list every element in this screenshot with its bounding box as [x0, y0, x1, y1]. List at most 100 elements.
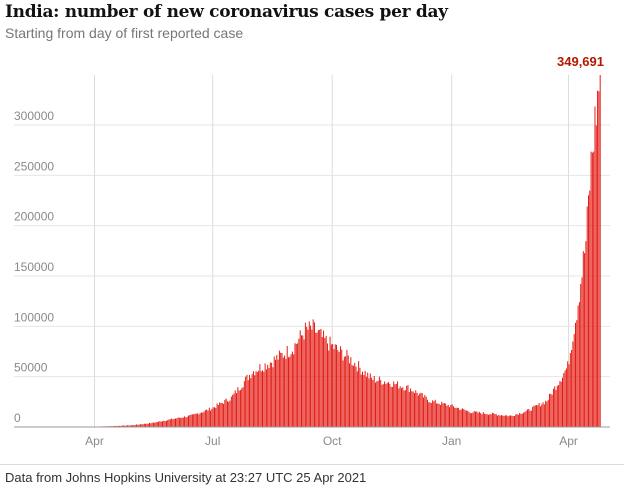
bar — [299, 330, 301, 427]
bar — [395, 383, 397, 427]
bar — [481, 414, 483, 427]
bar — [264, 363, 266, 427]
bar — [577, 305, 579, 427]
bar — [202, 412, 204, 427]
x-tick-label: Oct — [323, 434, 342, 448]
bar — [356, 371, 358, 427]
bar — [339, 346, 341, 427]
bar — [321, 336, 323, 427]
bar — [245, 376, 247, 427]
bar — [364, 371, 366, 427]
bar — [323, 330, 325, 427]
bar — [480, 413, 482, 427]
bar — [488, 414, 489, 427]
bar — [177, 417, 179, 427]
bar — [443, 402, 445, 427]
bar — [272, 367, 274, 427]
bar — [164, 420, 166, 427]
bar — [541, 404, 543, 427]
x-tick-label: Jul — [205, 434, 220, 448]
bar — [558, 385, 560, 427]
bar — [485, 414, 487, 427]
bar — [589, 190, 591, 427]
bar — [289, 356, 291, 427]
bar — [559, 381, 561, 427]
bar — [254, 375, 256, 427]
bar — [129, 425, 131, 427]
bar — [393, 381, 395, 427]
bar — [550, 393, 552, 427]
bar — [263, 371, 265, 427]
bar — [495, 414, 497, 427]
bar — [456, 407, 458, 427]
bar — [220, 403, 222, 427]
bar — [454, 407, 456, 427]
bar — [116, 425, 118, 427]
bar — [369, 373, 371, 427]
bar — [595, 125, 597, 428]
bar — [538, 403, 540, 427]
bar — [147, 423, 149, 427]
bar — [499, 415, 501, 427]
bar — [493, 413, 495, 427]
bar — [575, 322, 576, 427]
bar — [467, 410, 469, 427]
bar — [397, 381, 399, 427]
bar — [268, 367, 270, 427]
bar — [391, 386, 393, 427]
bar — [482, 412, 484, 427]
bar — [477, 412, 479, 427]
bar — [415, 390, 417, 427]
bar — [313, 322, 315, 427]
bar — [145, 423, 147, 427]
bar — [547, 399, 549, 427]
bar — [156, 422, 158, 427]
bar — [234, 390, 236, 427]
bar — [585, 241, 587, 427]
bar — [228, 401, 230, 427]
bar — [178, 417, 180, 427]
bar — [139, 424, 141, 427]
bar — [429, 402, 431, 427]
bar — [528, 408, 530, 427]
bar — [307, 329, 309, 427]
bar — [276, 355, 278, 427]
bar — [273, 356, 275, 427]
bar — [398, 388, 400, 427]
bar — [529, 410, 531, 427]
bar — [169, 419, 171, 427]
bar — [571, 349, 573, 427]
bar — [359, 367, 361, 427]
bar — [504, 415, 506, 427]
bar — [442, 403, 444, 427]
bar — [508, 415, 510, 427]
bar — [311, 329, 313, 427]
bar — [132, 425, 134, 427]
bar — [204, 410, 206, 427]
bar — [249, 374, 251, 427]
bar — [210, 410, 212, 427]
bar — [402, 387, 404, 427]
x-tick-label: Apr — [85, 434, 104, 448]
bar — [260, 371, 262, 427]
bar — [410, 388, 412, 427]
y-tick-label: 300000 — [14, 109, 54, 123]
bar — [237, 387, 239, 427]
bar — [434, 399, 436, 427]
bar — [195, 413, 197, 427]
bar — [372, 379, 374, 427]
bar — [490, 414, 492, 427]
bar — [412, 391, 414, 427]
bar — [502, 415, 504, 427]
bar — [484, 413, 486, 427]
y-tick-label: 50000 — [14, 361, 48, 375]
bar — [373, 376, 375, 427]
bar — [291, 351, 293, 427]
bar — [498, 414, 500, 427]
bar — [332, 343, 334, 427]
bar — [417, 395, 419, 427]
bar — [458, 408, 460, 427]
bar — [128, 425, 130, 427]
bar — [394, 384, 396, 427]
bar — [277, 359, 279, 427]
